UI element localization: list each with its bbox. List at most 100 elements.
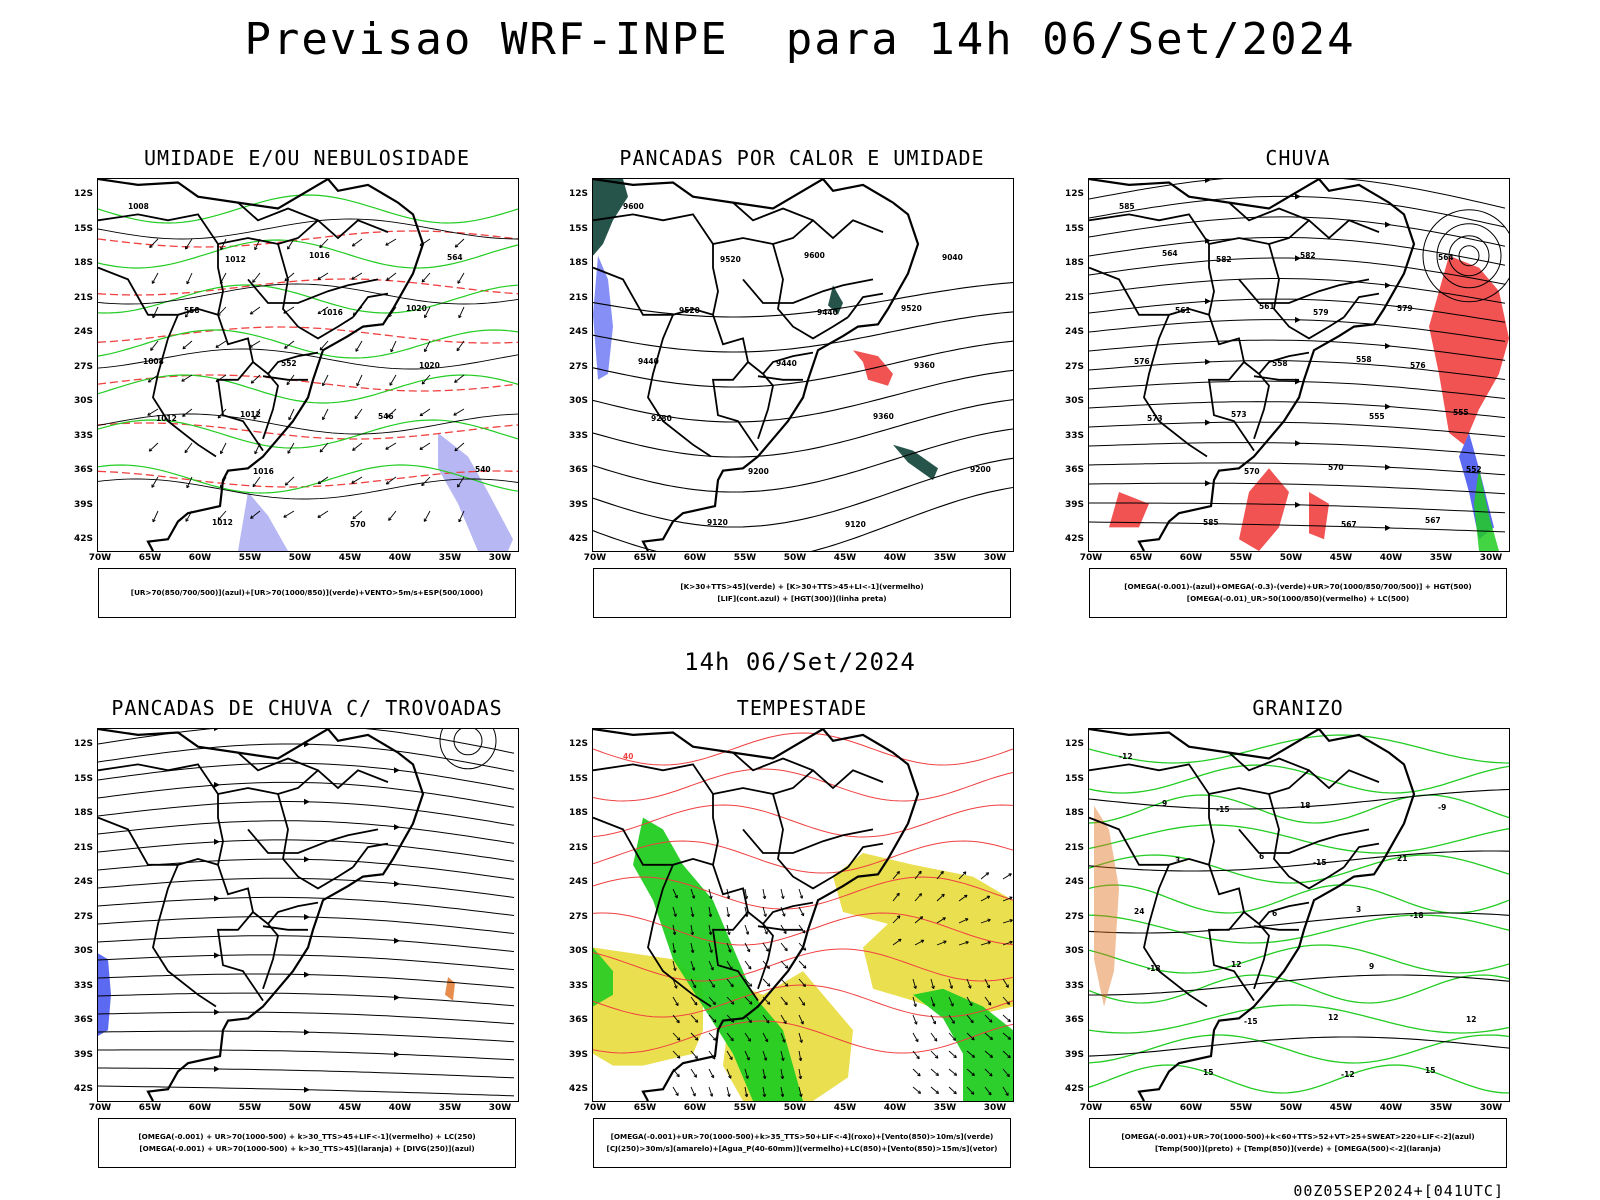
lat-label: 12S [1064,189,1084,199]
contour-label: 555 [1369,412,1385,421]
contour-label: 9360 [873,412,894,421]
lon-label: 45W [338,1103,362,1113]
lon-label: 45W [833,1103,857,1113]
contour-label: 24 [1134,907,1144,916]
lat-label: 42S [568,534,588,544]
panel-title-pancadas-trovoadas: PANCADAS DE CHUVA C/ TROVOADAS [111,696,503,720]
lat-label: 21S [1064,842,1084,853]
contour-label: 585 [1119,202,1135,211]
contour-label: -15 [1244,1017,1258,1026]
contour-label: 12 [1328,1013,1338,1022]
lat-label: 18S [1064,808,1084,818]
lat-label: 42S [73,534,93,544]
contour-label: 567 [1341,520,1357,529]
lat-label: 21S [1064,292,1084,303]
lon-label: 70W [583,553,607,563]
map-chuva: 585 582 579 576 573 570 567 564 561 558 555 552 585 5… [1088,178,1510,552]
contour-label: 567 [1425,516,1441,525]
map-plot-chuva: 585 582 579 576 573 570 567 564 561 558 555 552 585 5… [1089,179,1509,551]
panel-title-pancadas-calor: PANCADAS POR CALOR E UMIDADE [619,146,985,170]
lat-label: 12S [568,739,588,749]
legend-line: [OMEGA(-0.001)+UR>70(1000-500)+k<60+TTS>… [1121,1132,1475,1141]
legend-line: [CJ(250)>30m/s](amarelo)+[Agua_P(40-60mm… [606,1144,998,1153]
contour-label: 9600 [804,251,825,260]
lat-label: 15S [1064,223,1084,234]
lat-label: 18S [73,258,93,268]
lon-label: 40W [1379,1103,1403,1113]
legend-line: [OMEGA(-0.001) + UR>70(1000-500) + k>30_… [139,1144,475,1153]
lat-label: 24S [1064,877,1084,887]
legend-line: [OMEGA(-0.001)+UR>70(1000-500)+k>35_TTS>… [610,1132,994,1141]
legend-pancadas-trovoadas: [OMEGA(-0.001) + UR>70(1000-500) + k>30_… [98,1118,516,1168]
lat-label: 24S [1064,327,1084,337]
contour-label: 558 [1272,359,1288,368]
lat-label: 12S [1064,739,1084,749]
lat-label: 36S [73,465,93,475]
lat-label: 36S [568,465,588,475]
lon-label: 70W [88,1103,112,1113]
contour-label: 546 [378,412,394,421]
contour-label: 570 [1244,467,1260,476]
contour-label: 582 [1216,255,1232,264]
lat-label: 30S [1064,946,1084,956]
lat-label: 18S [73,808,93,818]
contour-label: 9520 [720,255,741,264]
contour-label: 579 [1313,308,1329,317]
lat-label: 21S [73,292,93,303]
lat-label: 36S [73,1015,93,1025]
contour-label: 3 [1356,905,1361,914]
contour-label: 1008 [143,357,164,366]
lon-label: 55W [733,1103,757,1113]
map-plot-pancadas-calor: 9600952094409360928092009120904095209440… [593,179,1013,551]
lat-label: 18S [1064,258,1084,268]
lat-label: 27S [1064,911,1084,922]
legend-line: [UR>70(850/700/500)](azul)+[UR>70(1000/8… [130,588,484,597]
lat-label: 30S [1064,396,1084,406]
lon-label: 35W [438,1103,462,1113]
lon-label: 45W [338,553,362,563]
lat-label: 15S [73,223,93,234]
lat-label: 15S [568,223,588,234]
lon-label: 65W [138,1103,162,1113]
lon-label: 65W [633,553,657,563]
lat-label: 36S [1064,1015,1084,1025]
contour-label: 9440 [817,308,838,317]
lat-label: 24S [73,327,93,337]
panel-title-chuva: CHUVA [1265,146,1331,170]
lat-label: 18S [568,258,588,268]
contour-label: 552 [1466,465,1482,474]
lat-label: 27S [73,911,93,922]
lat-label: 39S [1064,1049,1084,1060]
lat-label: 21S [73,842,93,853]
contour-label: -9 [1438,803,1446,812]
contour-label: -15 [1216,805,1230,814]
lat-label: 21S [568,292,588,303]
lat-label: 39S [568,499,588,510]
lat-label: 33S [1064,430,1084,441]
lat-label: 42S [73,1084,93,1094]
lat-label: 12S [73,189,93,199]
contour-label: 6 [1272,909,1277,918]
lat-label: 33S [568,980,588,991]
contour-label: -12 [1341,1070,1355,1079]
lat-label: 42S [1064,534,1084,544]
legend-umidade: [UR>70(850/700/500)](azul)+[UR>70(1000/8… [98,568,516,618]
lat-label: 24S [568,327,588,337]
lat-label: 33S [73,980,93,991]
lon-label: 40W [883,1103,907,1113]
lat-label: 30S [73,946,93,956]
lat-label: 12S [73,739,93,749]
contour-label: 576 [1134,357,1150,366]
map-plot-granizo: -12 -15 -15 -18 -18 -15 -12 -9 3 6 9 12 15 18 21 24 12 12… [1089,729,1509,1101]
lon-label: 35W [438,553,462,563]
lat-label: 39S [73,499,93,510]
lon-label: 30W [488,1103,512,1113]
lon-label: 60W [1179,553,1203,563]
contour-label: 564 [1162,249,1178,258]
lon-label: 50W [1279,553,1303,563]
contour-label: 9200 [970,465,991,474]
lon-label: 45W [1329,1103,1353,1113]
run-footer: 00Z05SEP2024+[041UTC] [1293,1182,1504,1200]
lon-label: 45W [1329,553,1353,563]
legend-line: [OMEGA(-0.001) + UR>70(1000-500) + k>30_… [138,1132,476,1141]
